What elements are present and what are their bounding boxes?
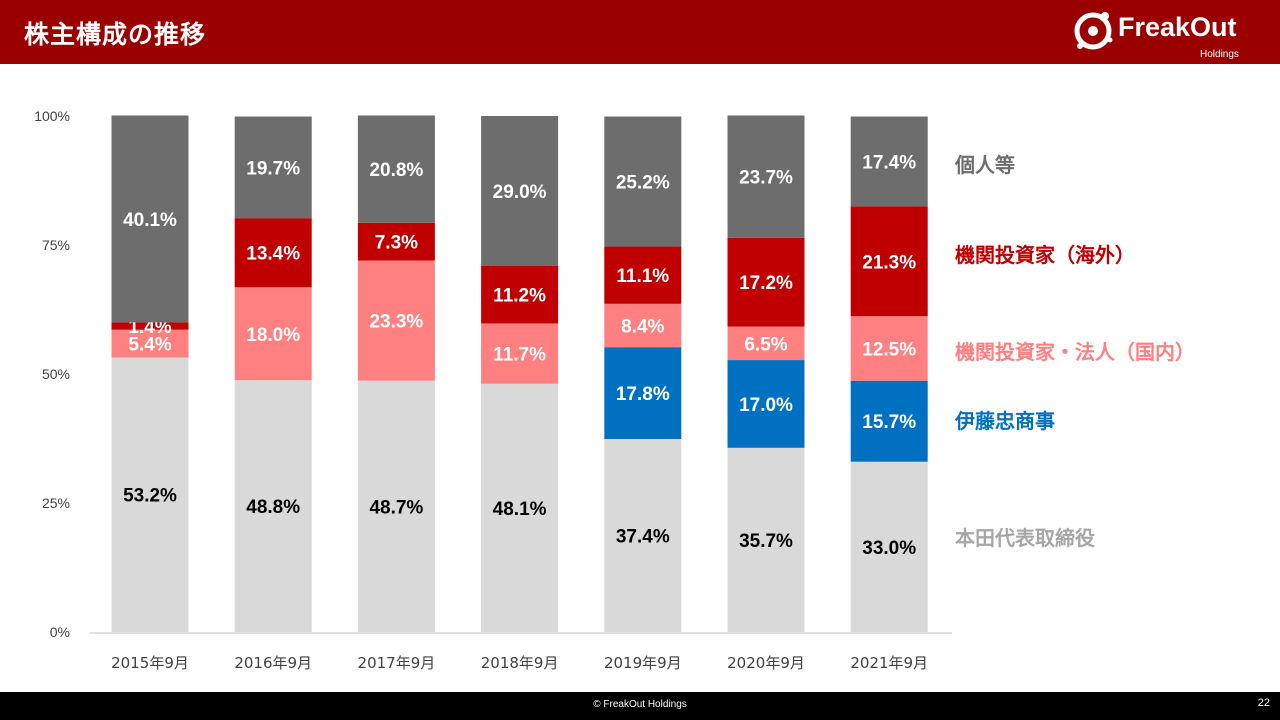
data-label: 19.7% — [246, 158, 300, 179]
data-label: 11.7% — [493, 345, 546, 366]
bar-segment — [727, 447, 805, 632]
shareholder-chart: 0%25%50%75%100%53.2%5.4%1.4%40.1%2015年9月… — [34, 108, 952, 672]
data-label: 17.4% — [862, 152, 916, 173]
bar-segment — [234, 218, 312, 288]
legend-item: 機関投資家・法人（国内） — [955, 340, 1195, 364]
data-label: 18.0% — [246, 325, 300, 346]
bar-segment — [727, 360, 805, 448]
header-bar: 株主構成の推移 FreakOut Holdings — [0, 0, 1280, 64]
data-label: 7.3% — [375, 233, 418, 254]
data-label: 5.4% — [128, 335, 171, 356]
data-label: 48.8% — [246, 497, 300, 518]
page-number: 22 — [1257, 697, 1270, 709]
bar-segment — [604, 439, 682, 632]
data-label: 12.5% — [862, 339, 916, 360]
freakout-logo-icon — [1074, 12, 1113, 50]
data-label: 21.3% — [862, 252, 916, 273]
data-label: 11.2% — [493, 286, 546, 307]
bar-segment — [604, 347, 682, 440]
data-label: 8.4% — [621, 316, 664, 337]
data-label: 20.8% — [369, 160, 423, 181]
legend-item: 機関投資家（海外） — [955, 243, 1135, 267]
bar-segment — [727, 326, 805, 361]
legend-item: 個人等 — [955, 153, 1015, 177]
data-label: 48.7% — [369, 497, 423, 518]
bar-segment — [604, 303, 682, 348]
data-label: 33.0% — [862, 538, 916, 559]
bar-segment — [850, 461, 928, 632]
bar-segment — [234, 116, 312, 219]
data-label: 25.2% — [616, 173, 670, 194]
data-label: 53.2% — [123, 486, 177, 507]
bar-segment — [111, 357, 189, 632]
data-label: 6.5% — [744, 334, 787, 355]
y-tick-label: 0% — [50, 624, 70, 640]
bar-segment — [850, 316, 928, 381]
x-tick-label: 2017年9月 — [358, 654, 436, 672]
logo-wordmark: FreakOut — [1118, 12, 1237, 42]
bar-segment — [604, 246, 682, 304]
bar-segment — [481, 116, 559, 266]
x-tick-label: 2018年9月 — [481, 654, 559, 672]
data-label: 15.7% — [862, 412, 916, 433]
data-label: 11.1% — [616, 266, 669, 287]
y-tick-label: 75% — [42, 237, 70, 253]
legend-item: 本田代表取締役 — [955, 526, 1095, 550]
y-tick-label: 25% — [42, 495, 70, 511]
data-label: 17.8% — [616, 384, 670, 405]
page-title: 株主構成の推移 — [24, 20, 207, 49]
logo-subtitle: Holdings — [1200, 49, 1239, 60]
footer-bar: © FreakOut Holdings 22 — [0, 692, 1280, 720]
data-label: 17.0% — [739, 395, 793, 416]
bar-segment — [727, 115, 805, 238]
bar-segment — [481, 323, 559, 384]
bar-segment — [850, 380, 928, 462]
x-tick-label: 2016年9月 — [234, 654, 312, 672]
y-tick-label: 100% — [34, 108, 70, 124]
bar-segment — [357, 115, 435, 223]
data-label: 29.0% — [493, 182, 547, 203]
bar-segment — [727, 237, 805, 327]
x-tick-label: 2020年9月 — [727, 654, 805, 672]
data-label: 13.4% — [246, 244, 300, 265]
legend-item: 伊藤忠商事 — [955, 409, 1055, 433]
data-label: 23.7% — [739, 168, 793, 189]
x-tick-label: 2021年9月 — [850, 654, 928, 672]
bar-segment — [604, 116, 682, 247]
bar-segment — [357, 260, 435, 381]
y-tick-label: 50% — [42, 366, 70, 382]
bar-segment — [111, 329, 189, 358]
x-tick-label: 2015年9月 — [111, 654, 189, 672]
bar-segment — [111, 115, 189, 323]
bar-segment — [481, 383, 559, 632]
x-tick-label: 2019年9月 — [604, 654, 682, 672]
data-label: 17.2% — [739, 273, 793, 294]
bar-segment — [481, 265, 559, 324]
bar-segment — [357, 380, 435, 632]
bar-segment — [850, 116, 928, 207]
data-label: 37.4% — [616, 527, 670, 548]
data-label: 48.1% — [493, 499, 547, 520]
data-label: 40.1% — [123, 210, 177, 231]
bar-segment — [234, 287, 312, 381]
data-label: 23.3% — [369, 312, 423, 333]
bar-segment — [357, 222, 435, 261]
data-label: 35.7% — [739, 531, 793, 552]
company-logo: FreakOut Holdings — [1072, 6, 1262, 62]
bar-segment — [850, 206, 928, 317]
bar-segment — [111, 322, 189, 330]
copyright-text: © FreakOut Holdings — [593, 699, 687, 710]
bar-segment — [234, 380, 312, 632]
